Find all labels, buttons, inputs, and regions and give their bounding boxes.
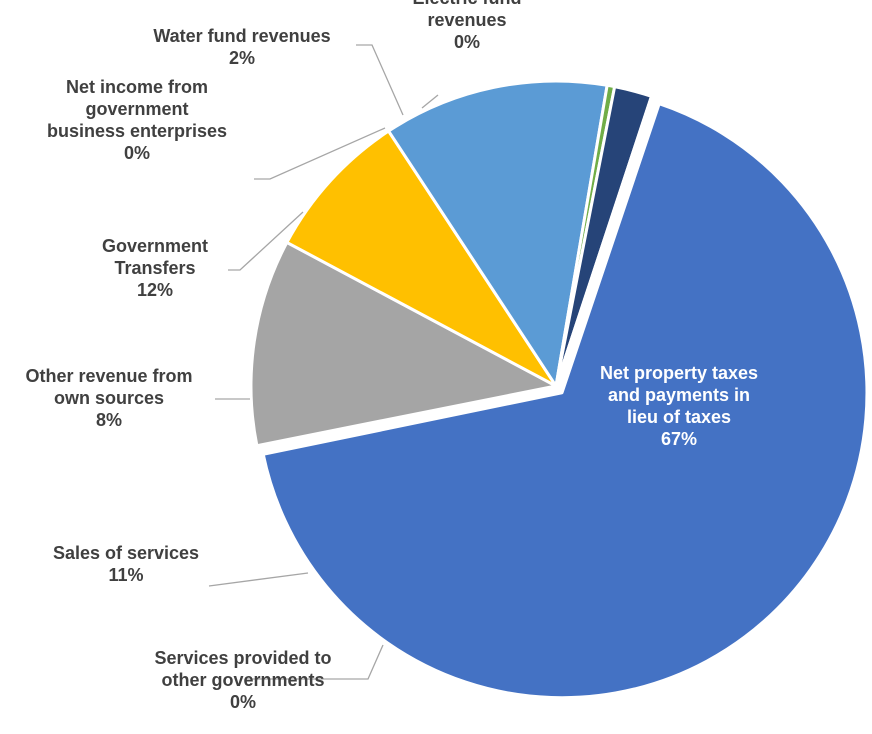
slice-labels: Net property taxes and payments in lieu of…: [25, 0, 758, 712]
leader-line-5: [254, 127, 386, 180]
slice-label-line-3: own sources: [54, 388, 164, 408]
slice-label-line-7: revenues: [427, 10, 506, 30]
leader-lines: [208, 44, 439, 680]
slice-label-3: Other revenue from own sources 8%: [25, 366, 192, 430]
slice-label-line-5: Net income from: [66, 77, 208, 97]
slice-label-line-5: business enterprises: [47, 121, 227, 141]
slice-label-line-4: Transfers: [114, 258, 195, 278]
pie-slice-3: [285, 129, 558, 388]
slice-label-5: Net income from government business enterp…: [47, 77, 227, 163]
leader-line-7: [421, 94, 439, 109]
slice-label-line-3: Other revenue from: [25, 366, 192, 386]
slice-label-4: Government Transfers 12%: [102, 236, 208, 300]
slice-percent-3: 8%: [96, 410, 122, 430]
slice-percent-1: 0%: [230, 692, 256, 712]
slice-label-line-4: Government: [102, 236, 208, 256]
slice-label-line-7: Electric fund: [412, 0, 521, 8]
pie-slices: [249, 79, 869, 700]
slice-percent-0: 67%: [661, 429, 697, 449]
slice-label-line-0: and payments in: [608, 385, 750, 405]
leader-line-1: [246, 644, 384, 680]
slice-percent-2: 11%: [108, 565, 143, 585]
slice-label-0: Net property taxes and payments in lieu of…: [600, 363, 758, 449]
slice-percent-5: 0%: [124, 143, 150, 163]
slice-percent-6: 2%: [229, 48, 255, 68]
leader-line-2: [208, 572, 309, 587]
slice-label-line-0: lieu of taxes: [627, 407, 731, 427]
pie-slice-4: [387, 79, 609, 388]
slice-label-line-1: other governments: [161, 670, 324, 690]
slice-label-6: Water fund revenues 2%: [153, 26, 330, 68]
slice-percent-7: 0%: [454, 32, 480, 52]
pie-slice-7: [554, 94, 655, 388]
slice-label-2: Sales of services 11%: [53, 543, 199, 585]
leader-line-6: [356, 44, 404, 116]
slice-percent-4: 12%: [137, 280, 173, 300]
slice-label-line-6: Water fund revenues: [153, 26, 330, 46]
slice-label-line-2: Sales of services: [53, 543, 199, 563]
slice-label-line-5: government: [85, 99, 188, 119]
pie-slice-0: [261, 102, 869, 700]
pie-slice-2: [249, 240, 558, 448]
slice-label-1: Services provided to other governments 0%: [154, 648, 331, 712]
slice-label-line-0: Net property taxes: [600, 363, 758, 383]
slice-label-line-1: Services provided to: [154, 648, 331, 668]
leader-line-4: [228, 211, 304, 271]
